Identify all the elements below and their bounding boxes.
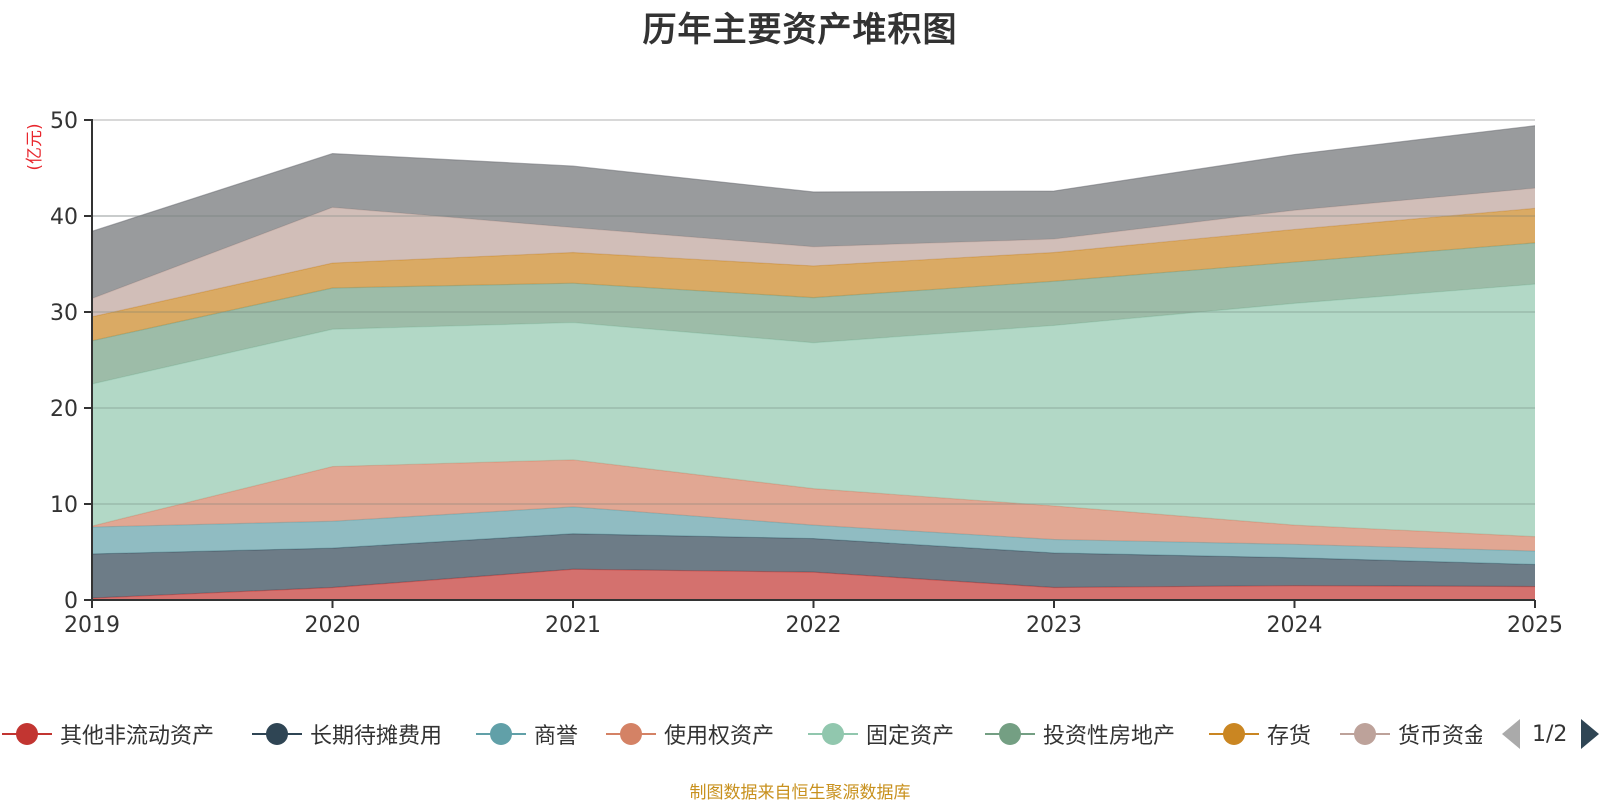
legend-label: 存货 xyxy=(1267,724,1312,749)
legend-item-2[interactable]: 商誉 xyxy=(476,716,578,752)
legend-marker-icon xyxy=(606,716,656,752)
y-tick-label-40: 40 xyxy=(50,205,78,230)
y-tick-label-10: 10 xyxy=(50,493,78,518)
legend-page-indicator: 1/2 xyxy=(1532,721,1568,747)
legend-prev-page-button[interactable] xyxy=(1502,719,1520,749)
legend-label: 货币资金 xyxy=(1398,724,1482,749)
x-tick-label-2020: 2020 xyxy=(305,613,361,638)
legend: 其他非流动资产 长期待摊费用 商誉 使用权资产 固定资产 投资性房地产 存货 货币资金 1/2 xyxy=(0,716,1600,752)
legend-pager: 1/2 xyxy=(1500,716,1600,752)
legend-label: 使用权资产 xyxy=(664,724,775,749)
chart-title: 历年主要资产堆积图 xyxy=(642,10,958,50)
legend-items-viewport: 其他非流动资产 长期待摊费用 商誉 使用权资产 固定资产 投资性房地产 存货 货币资金 xyxy=(0,716,1482,752)
x-tick-label-2025: 2025 xyxy=(1507,613,1563,638)
legend-item-6[interactable]: 存货 xyxy=(1209,716,1311,752)
legend-marker-icon xyxy=(252,716,302,752)
y-tick-label-30: 30 xyxy=(50,301,78,326)
legend-marker-icon xyxy=(985,716,1035,752)
area-series-5 xyxy=(92,242,1535,384)
area-series-1 xyxy=(92,533,1535,599)
y-tick-label-0: 0 xyxy=(64,589,78,614)
data-source-note: 制图数据来自恒生聚源数据库 xyxy=(689,783,911,800)
legend-item-0[interactable]: 其他非流动资产 xyxy=(2,716,214,752)
area-series-0 xyxy=(92,569,1535,600)
legend-label: 商誉 xyxy=(534,724,579,749)
y-tick-label-50: 50 xyxy=(50,109,78,134)
y-tick-label-20: 20 xyxy=(50,397,78,422)
x-tick-label-2023: 2023 xyxy=(1026,613,1082,638)
legend-marker-icon xyxy=(476,716,526,752)
legend-marker-icon xyxy=(1340,716,1390,752)
legend-marker-icon xyxy=(1209,716,1259,752)
axis-layer: 0 10 20 30 40 50 2019 2020 2021 2022 2023 2024 2025 xyxy=(50,109,1563,638)
area-series-8 xyxy=(92,125,1535,299)
x-tick-label-2024: 2024 xyxy=(1267,613,1323,638)
legend-marker-icon xyxy=(808,716,858,752)
x-tick-label-2021: 2021 xyxy=(545,613,601,638)
legend-label: 固定资产 xyxy=(866,724,955,749)
x-tick-label-2019: 2019 xyxy=(64,613,120,638)
legend-item-3[interactable]: 使用权资产 xyxy=(606,716,774,752)
area-series-4 xyxy=(92,284,1535,537)
area-layer xyxy=(91,125,1536,600)
legend-item-5[interactable]: 投资性房地产 xyxy=(985,716,1175,752)
legend-item-7[interactable]: 货币资金 xyxy=(1340,716,1482,752)
legend-label: 长期待摊费用 xyxy=(310,724,443,749)
legend-label: 其他非流动资产 xyxy=(60,724,215,749)
legend-item-4[interactable]: 固定资产 xyxy=(808,716,954,752)
area-series-2 xyxy=(92,506,1535,565)
legend-marker-icon xyxy=(2,716,52,752)
x-tick-label-2022: 2022 xyxy=(786,613,842,638)
legend-next-page-button[interactable] xyxy=(1581,719,1600,749)
legend-label: 投资性房地产 xyxy=(1043,724,1176,749)
area-series-3 xyxy=(92,459,1535,552)
legend-item-1[interactable]: 长期待摊费用 xyxy=(252,716,442,752)
area-series-7 xyxy=(92,188,1535,317)
area-edge-8 xyxy=(91,125,1536,232)
